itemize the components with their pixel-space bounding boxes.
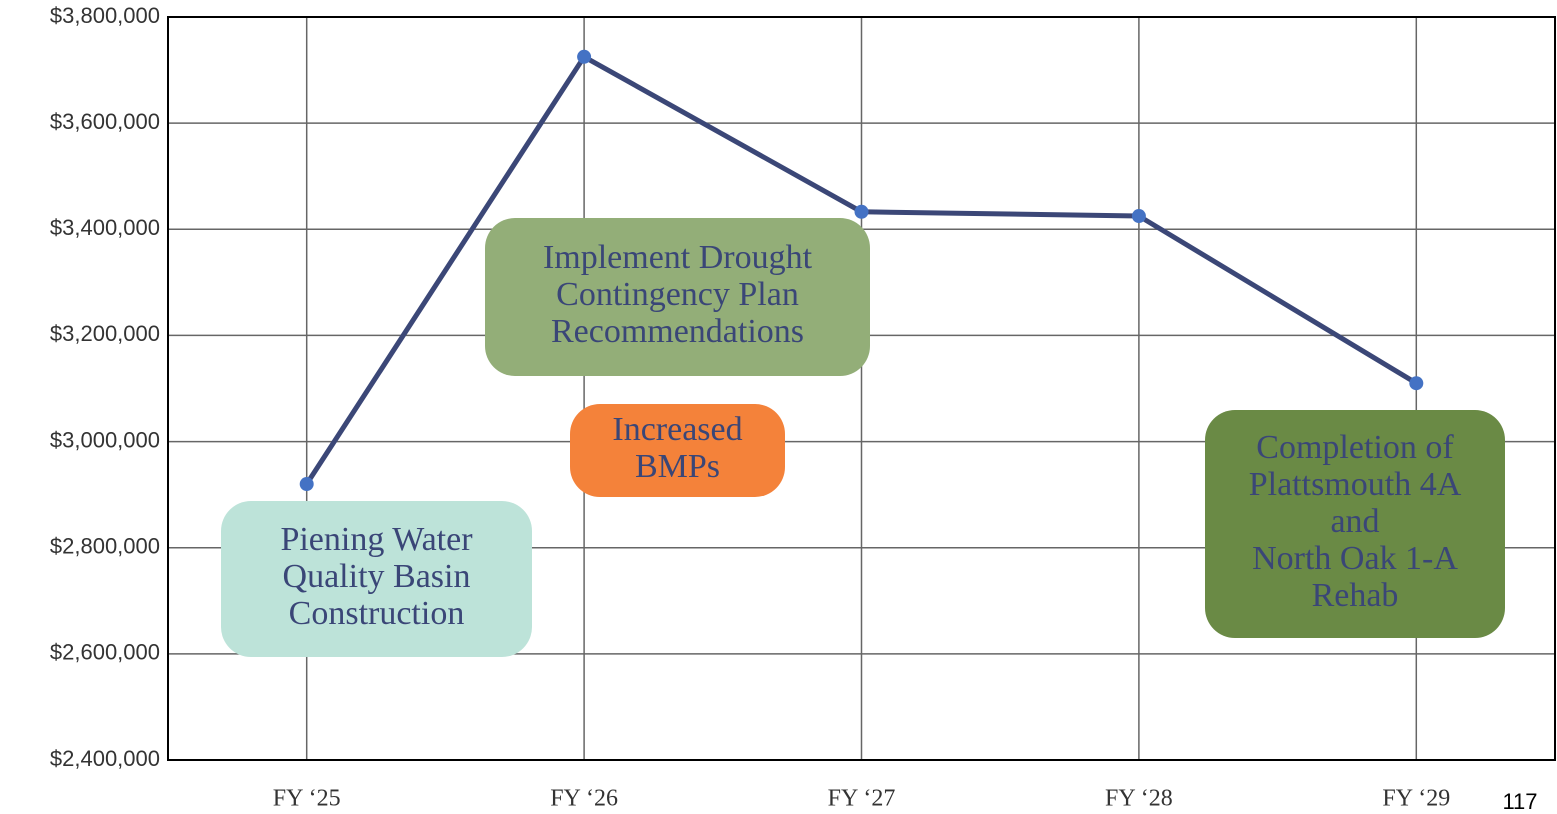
annotation-text: Construction xyxy=(289,595,465,632)
annotation-text: Implement Drought xyxy=(543,239,813,276)
y-tick-label: $2,400,000 xyxy=(50,746,160,771)
x-tick-label: FY ‘27 xyxy=(828,786,896,812)
point xyxy=(299,477,314,492)
y-tick-label: $3,600,000 xyxy=(50,109,160,134)
point xyxy=(1409,376,1424,391)
page-number: 117 xyxy=(1502,789,1537,814)
y-tick-label: $3,200,000 xyxy=(50,321,160,346)
x-tick-label: FY ‘28 xyxy=(1105,786,1173,812)
point xyxy=(577,49,592,64)
annotation-text: Piening Water xyxy=(280,521,473,558)
annotation-text: Quality Basin xyxy=(283,558,471,595)
point xyxy=(1131,209,1146,224)
annotation-box xyxy=(1205,410,1505,638)
annotation-text: Rehab xyxy=(1312,577,1399,614)
annotation-text: BMPs xyxy=(635,448,720,485)
annotation-box xyxy=(570,404,785,497)
annotation-box xyxy=(221,501,532,657)
annotation-text: Plattsmouth 4A xyxy=(1249,466,1462,503)
plot-frame xyxy=(167,16,1556,761)
annotation-text: Contingency Plan xyxy=(556,276,799,313)
annotation-text: North Oak 1-A xyxy=(1252,540,1458,577)
point xyxy=(854,204,869,219)
x-tick-label: FY ‘29 xyxy=(1382,786,1450,812)
annotation-text: and xyxy=(1330,503,1379,540)
annotation-box xyxy=(485,218,870,376)
y-tick-label: $2,600,000 xyxy=(50,640,160,665)
x-tick-label: FY ‘26 xyxy=(550,786,618,812)
x-tick-label: FY ‘25 xyxy=(273,786,341,812)
y-tick-label: $2,800,000 xyxy=(50,534,160,559)
y-tick-label: $3,800,000 xyxy=(50,3,160,28)
annotation-text: Completion of xyxy=(1256,429,1454,466)
y-tick-label: $3,000,000 xyxy=(50,427,160,452)
annotation-text: Recommendations xyxy=(551,313,804,350)
annotation-text: Increased xyxy=(612,411,742,448)
y-tick-label: $3,400,000 xyxy=(50,215,160,240)
